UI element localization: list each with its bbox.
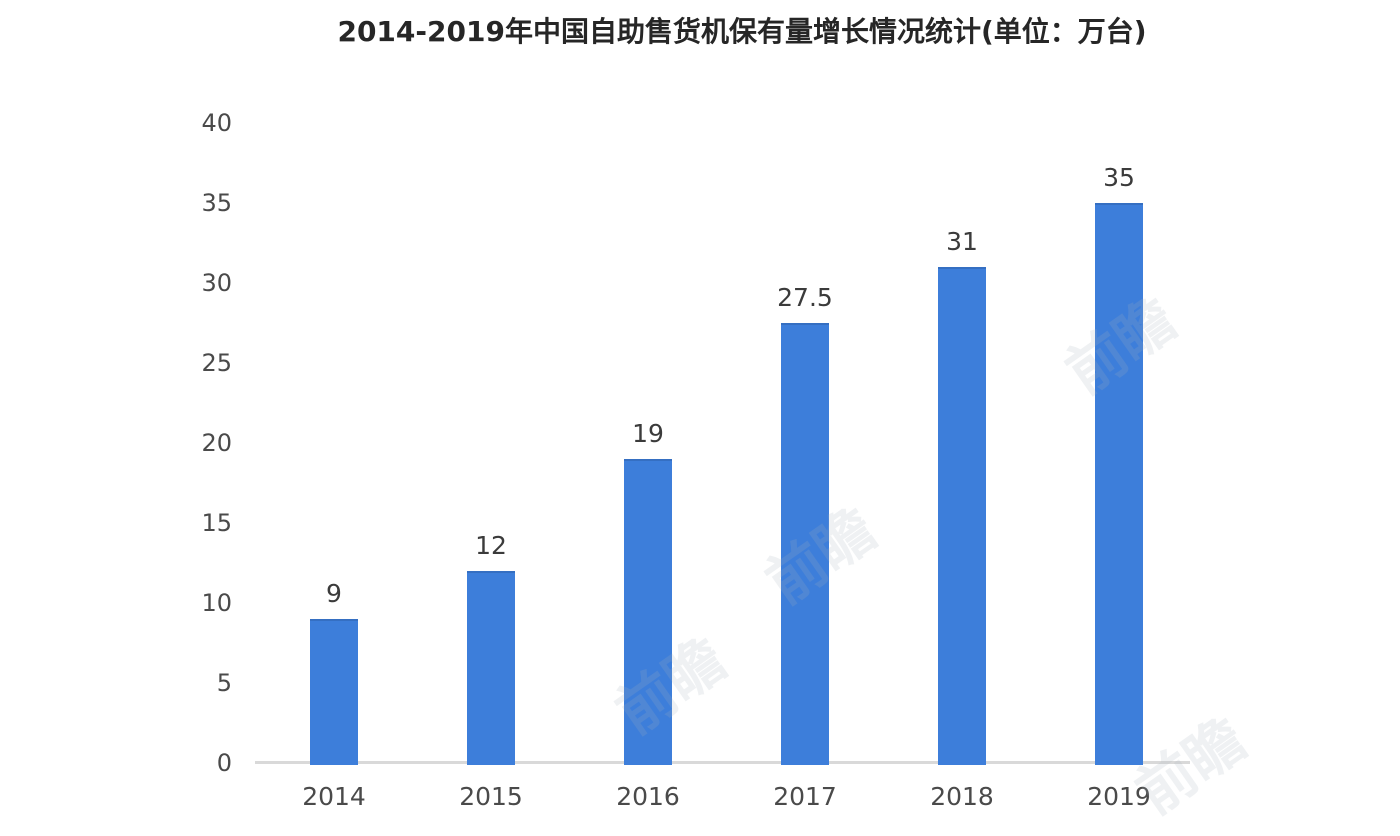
value-label-2019: 35 xyxy=(1103,163,1135,192)
y-tick-0: 0 xyxy=(216,749,232,777)
bar-2014 xyxy=(310,619,358,765)
x-tick-2018: 2018 xyxy=(930,782,994,811)
bar-2016 xyxy=(624,459,672,765)
y-tick-15: 15 xyxy=(201,509,232,537)
y-tick-10: 10 xyxy=(201,589,232,617)
y-tick-25: 25 xyxy=(201,349,232,377)
value-label-2014: 9 xyxy=(326,579,342,608)
x-axis-line xyxy=(255,761,1190,764)
x-tick-2016: 2016 xyxy=(616,782,680,811)
x-tick-2019: 2019 xyxy=(1087,782,1151,811)
x-tick-2014: 2014 xyxy=(302,782,366,811)
bar-2018 xyxy=(938,267,986,765)
x-tick-2015: 2015 xyxy=(459,782,523,811)
bar-2015 xyxy=(467,571,515,765)
x-tick-2017: 2017 xyxy=(773,782,837,811)
y-tick-20: 20 xyxy=(201,429,232,457)
value-label-2015: 12 xyxy=(475,531,507,560)
bar-2017 xyxy=(781,323,829,765)
y-tick-40: 40 xyxy=(201,109,232,137)
value-label-2016: 19 xyxy=(632,419,664,448)
y-tick-5: 5 xyxy=(216,669,232,697)
y-tick-35: 35 xyxy=(201,189,232,217)
value-label-2017: 27.5 xyxy=(777,283,833,312)
y-tick-30: 30 xyxy=(201,269,232,297)
bar-2019 xyxy=(1095,203,1143,765)
chart-title: 2014-2019年中国自助售货机保有量增长情况统计(单位：万台) xyxy=(337,15,1147,48)
value-label-2018: 31 xyxy=(946,227,978,256)
